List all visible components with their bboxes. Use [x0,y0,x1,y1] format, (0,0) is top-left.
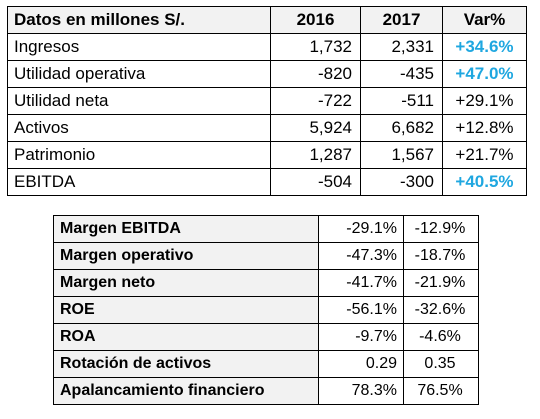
ratio-2016: 78.3% [318,377,404,405]
ratio-label: Margen operativo [53,242,319,270]
header-2016: 2016 [270,6,361,34]
table-row: Margen EBITDA -29.1% -12.9% [53,215,479,243]
table-row: Ingresos 1,732 2,331 +34.6% [7,33,527,61]
value-2017: 1,567 [360,141,443,169]
ratio-2017: -12.9% [403,215,479,243]
ratio-2017: -18.7% [403,242,479,270]
summary-header-row: Datos en millones S/. 2016 2017 Var% [7,6,527,34]
ratios-table: Margen EBITDA -29.1% -12.9% Margen opera… [53,215,479,405]
ratio-2017: -4.6% [403,323,479,351]
value-var: +40.5% [442,168,527,196]
value-var: +21.7% [442,141,527,169]
header-label: Datos en millones S/. [7,6,271,34]
ratio-2016: -41.7% [318,269,404,297]
value-2017: -435 [360,60,443,88]
header-2017: 2017 [360,6,443,34]
value-2017: -511 [360,87,443,115]
ratio-label: ROA [53,323,319,351]
value-2016: 5,924 [270,114,361,142]
table-row: Margen operativo -47.3% -18.7% [53,242,479,270]
summary-table: Datos en millones S/. 2016 2017 Var% Ing… [7,6,527,196]
value-2016: 1,287 [270,141,361,169]
table-row: Margen neto -41.7% -21.9% [53,269,479,297]
value-2017: 6,682 [360,114,443,142]
value-2016: 1,732 [270,33,361,61]
header-var: Var% [442,6,527,34]
table-row: Rotación de activos 0.29 0.35 [53,350,479,378]
value-2016: -504 [270,168,361,196]
row-label: Utilidad operativa [7,60,271,88]
value-2017: 2,331 [360,33,443,61]
ratio-label: Margen EBITDA [53,215,319,243]
value-var: +12.8% [442,114,527,142]
row-label: EBITDA [7,168,271,196]
table-row: Patrimonio 1,287 1,567 +21.7% [7,141,527,169]
row-label: Utilidad neta [7,87,271,115]
ratio-label: ROE [53,296,319,324]
row-label: Ingresos [7,33,271,61]
table-row: Utilidad operativa -820 -435 +47.0% [7,60,527,88]
row-label: Patrimonio [7,141,271,169]
ratio-2016: -9.7% [318,323,404,351]
value-2016: -820 [270,60,361,88]
table-row: Activos 5,924 6,682 +12.8% [7,114,527,142]
row-label: Activos [7,114,271,142]
table-row: Utilidad neta -722 -511 +29.1% [7,87,527,115]
ratio-2017: -32.6% [403,296,479,324]
table-row: ROE -56.1% -32.6% [53,296,479,324]
ratio-2016: -56.1% [318,296,404,324]
table-row: ROA -9.7% -4.6% [53,323,479,351]
ratio-2016: -29.1% [318,215,404,243]
ratio-label: Apalancamiento financiero [53,377,319,405]
ratio-2016: -47.3% [318,242,404,270]
ratio-2017: -21.9% [403,269,479,297]
value-var: +47.0% [442,60,527,88]
ratio-2017: 76.5% [403,377,479,405]
table-row: Apalancamiento financiero 78.3% 76.5% [53,377,479,405]
ratio-label: Rotación de activos [53,350,319,378]
ratio-label: Margen neto [53,269,319,297]
value-2016: -722 [270,87,361,115]
ratio-2017: 0.35 [403,350,479,378]
ratio-2016: 0.29 [318,350,404,378]
value-var: +29.1% [442,87,527,115]
value-var: +34.6% [442,33,527,61]
value-2017: -300 [360,168,443,196]
table-row: EBITDA -504 -300 +40.5% [7,168,527,196]
